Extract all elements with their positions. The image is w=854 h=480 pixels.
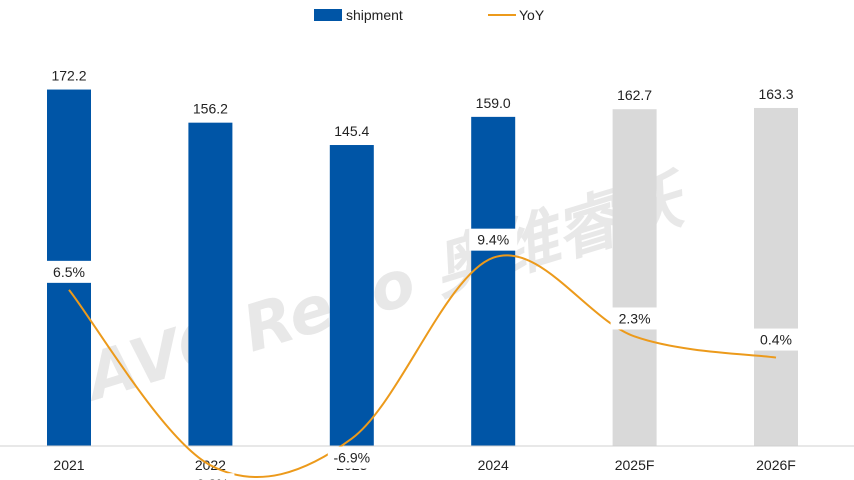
legend: shipment YoY	[314, 7, 545, 23]
bar-2025F	[612, 109, 657, 446]
bar-value-label: 156.2	[193, 101, 228, 117]
yoy-value-label: 9.4%	[477, 232, 509, 248]
bar-value-label: 172.2	[51, 68, 86, 84]
bar-2024	[471, 116, 516, 447]
yoy-label-box	[45, 260, 93, 283]
legend-label-yoy: YoY	[519, 7, 545, 23]
yoy-label-2025F: 2.3%	[610, 307, 659, 330]
bar-value-label: 163.3	[758, 86, 793, 102]
yoy-label-box	[752, 328, 800, 351]
yoy-line	[68, 254, 777, 478]
yoy-label-box	[610, 307, 659, 330]
yoy-value-label: -6.9%	[334, 450, 371, 466]
yoy-label-2024: 9.4%	[469, 228, 518, 251]
yoy-label-2023: -6.9%	[327, 446, 376, 469]
legend-label-shipment: shipment	[346, 7, 403, 23]
bar-2026F	[754, 107, 798, 447]
x-tick-label: 2021	[53, 457, 84, 473]
watermark-text: AVC Revo 奥维睿沃	[73, 161, 698, 416]
yoy-label-2026F: 0.4%	[752, 328, 800, 351]
yoy-label-2022: -9.3%	[186, 473, 235, 480]
yoy-value-label: 0.4%	[760, 332, 792, 348]
watermark: AVC Revo 奥维睿沃	[73, 161, 698, 416]
yoy-label-box	[469, 228, 518, 251]
x-tick-label: 2024	[478, 457, 509, 473]
yoy-label-box	[327, 446, 376, 469]
bar-value-label: 159.0	[476, 95, 511, 111]
yoy-label-2021: 6.5%	[45, 260, 93, 283]
x-tick-label: 2026F	[756, 457, 796, 473]
x-tick-label: 2025F	[615, 457, 655, 473]
yoy-value-label: 6.5%	[53, 264, 85, 280]
bar-value-label: 145.4	[334, 123, 369, 139]
legend-swatch-shipment	[314, 9, 342, 21]
yoy-value-label: 2.3%	[619, 310, 651, 326]
bar-value-label: 162.7	[617, 87, 652, 103]
yoy-value-label: -9.3%	[192, 476, 229, 480]
yoy-label-box	[186, 473, 235, 480]
bar-2022	[188, 122, 233, 446]
bar-2023	[329, 145, 374, 446]
